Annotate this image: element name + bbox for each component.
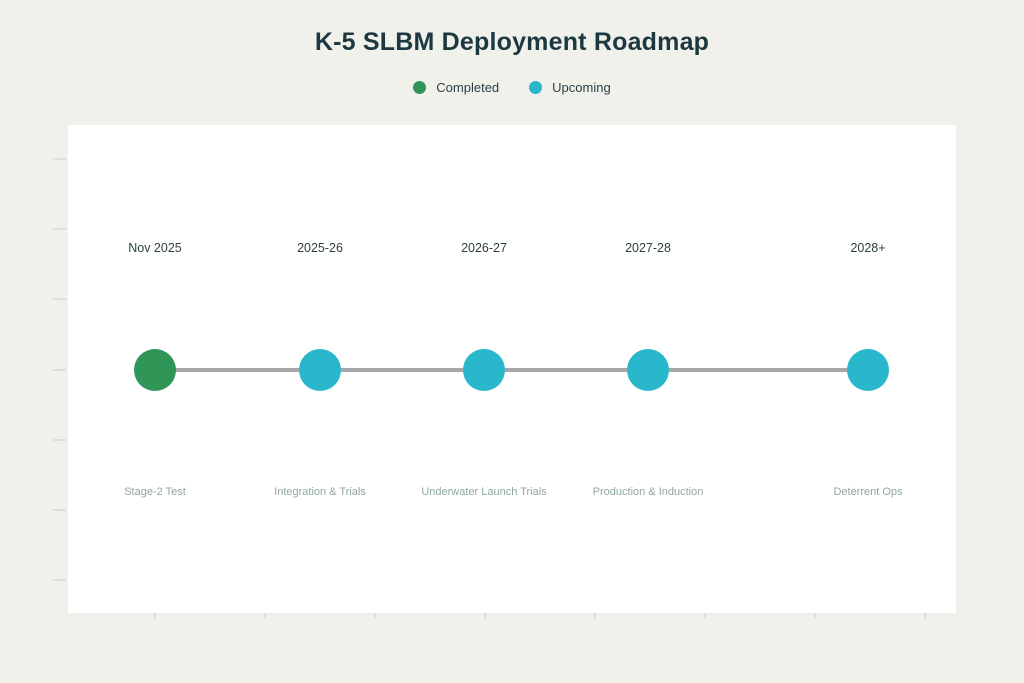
node-label: Integration & Trials [274, 486, 366, 498]
chart-title: K-5 SLBM Deployment Roadmap [314, 28, 710, 56]
y-axis-tick [53, 298, 66, 300]
node-date: 2028+ [850, 241, 886, 255]
y-axis-tick [53, 439, 66, 441]
x-axis-tick [704, 613, 706, 619]
node-date: 2027-28 [625, 241, 671, 255]
x-axis-tick [924, 613, 926, 619]
x-axis-tick [594, 613, 596, 619]
node-date: 2026-27 [461, 241, 507, 255]
timeline-node-upcoming [299, 349, 341, 391]
legend-dot-icon [529, 81, 543, 94]
timeline-node-upcoming [847, 349, 889, 391]
y-axis-tick [53, 509, 66, 511]
timeline-node-upcoming [627, 349, 669, 391]
y-axis-tick [53, 158, 66, 160]
x-axis-tick [264, 613, 266, 619]
legend-item-completed: Completed [413, 80, 499, 95]
legend-dot-icon [413, 81, 427, 94]
y-axis-tick [53, 228, 66, 230]
node-label: Stage-2 Test [124, 486, 186, 498]
node-date: 2025-26 [297, 241, 343, 255]
timeline-connector-line [155, 368, 868, 372]
legend-label: Completed [436, 80, 500, 95]
node-date: Nov 2025 [128, 241, 182, 255]
x-axis-tick [154, 613, 156, 619]
x-axis-tick [484, 613, 486, 619]
timeline-node-upcoming [463, 349, 505, 391]
y-axis-tick [53, 579, 66, 581]
x-axis-tick [374, 613, 376, 619]
node-label: Production & Induction [592, 486, 704, 498]
timeline-node-completed [134, 349, 176, 391]
y-axis-tick [53, 369, 66, 371]
node-label: Deterrent Ops [833, 486, 903, 498]
legend-label: Upcoming [552, 80, 611, 95]
node-label: Underwater Launch Trials [421, 486, 547, 498]
x-axis-tick [814, 613, 816, 619]
legend-item-upcoming: Upcoming [529, 80, 611, 95]
chart-legend: Completed Upcoming [0, 80, 1024, 95]
